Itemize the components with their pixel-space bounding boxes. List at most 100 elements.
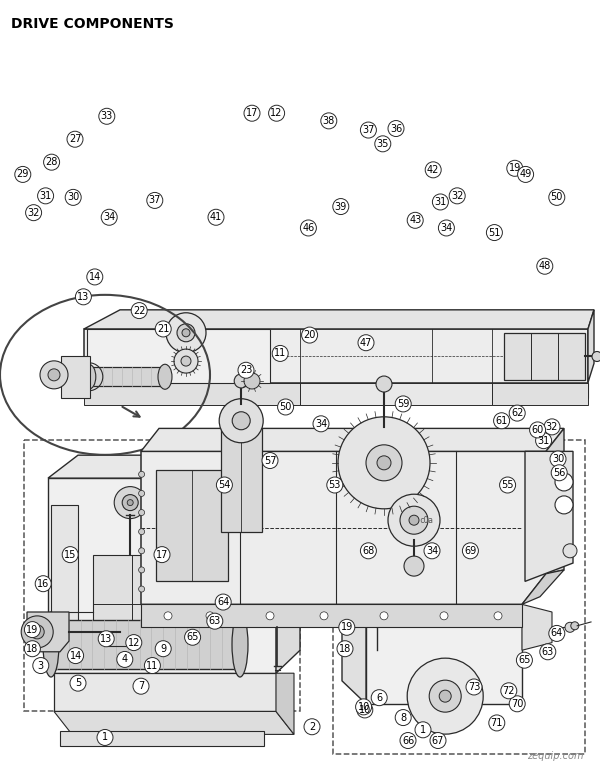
Circle shape [530, 422, 545, 438]
Polygon shape [522, 570, 564, 604]
Circle shape [219, 399, 263, 443]
Circle shape [375, 136, 391, 151]
Polygon shape [300, 382, 492, 405]
Text: 15: 15 [64, 549, 76, 560]
Text: 19: 19 [509, 163, 521, 174]
Text: 66: 66 [402, 735, 414, 746]
Polygon shape [48, 455, 300, 478]
Circle shape [232, 412, 250, 430]
Ellipse shape [232, 612, 248, 677]
Circle shape [377, 456, 391, 470]
Circle shape [181, 356, 191, 366]
Circle shape [139, 529, 145, 535]
Circle shape [262, 453, 278, 468]
Text: 38: 38 [323, 116, 335, 126]
Circle shape [500, 477, 515, 493]
Circle shape [139, 471, 145, 477]
Text: 19: 19 [26, 624, 38, 635]
Text: 63: 63 [209, 616, 221, 627]
Text: 37: 37 [149, 195, 161, 206]
Circle shape [551, 465, 567, 480]
Text: 23: 23 [240, 365, 252, 376]
Circle shape [537, 259, 553, 274]
Polygon shape [51, 505, 78, 658]
Text: 60: 60 [532, 425, 544, 435]
Polygon shape [54, 711, 294, 734]
Text: 8: 8 [400, 712, 406, 723]
Circle shape [25, 622, 40, 637]
Text: cOa: cOa [419, 516, 433, 525]
Text: 5: 5 [75, 678, 81, 688]
Polygon shape [84, 310, 594, 329]
Circle shape [466, 679, 482, 695]
Circle shape [44, 155, 59, 170]
Circle shape [407, 213, 423, 228]
Text: 11: 11 [274, 348, 286, 359]
Text: 1: 1 [102, 732, 108, 743]
Text: 42: 42 [427, 164, 439, 175]
Ellipse shape [43, 612, 59, 677]
Circle shape [301, 220, 316, 236]
Circle shape [339, 620, 355, 635]
Circle shape [127, 500, 133, 506]
Circle shape [449, 188, 465, 203]
Text: 6: 6 [376, 692, 382, 703]
Circle shape [550, 451, 566, 467]
Text: 13: 13 [77, 291, 89, 302]
Text: 21: 21 [157, 324, 169, 334]
Text: 3: 3 [38, 660, 44, 671]
Polygon shape [141, 604, 522, 627]
Circle shape [217, 477, 232, 493]
Polygon shape [276, 673, 294, 734]
Circle shape [395, 396, 411, 412]
Circle shape [147, 193, 163, 208]
Text: 50: 50 [551, 192, 563, 203]
Text: 14: 14 [89, 272, 101, 282]
Text: 62: 62 [511, 408, 523, 418]
Circle shape [357, 702, 373, 718]
Text: 30: 30 [67, 192, 79, 203]
Circle shape [358, 335, 374, 350]
Text: 22: 22 [133, 305, 145, 316]
Polygon shape [588, 310, 594, 382]
Circle shape [489, 715, 505, 731]
Polygon shape [522, 604, 552, 650]
Circle shape [463, 543, 478, 558]
Circle shape [139, 567, 145, 573]
Circle shape [99, 109, 115, 124]
Circle shape [166, 313, 206, 353]
Circle shape [304, 719, 320, 734]
Circle shape [155, 641, 171, 656]
Text: 67: 67 [432, 735, 444, 746]
Circle shape [48, 369, 60, 381]
Text: 34: 34 [315, 418, 327, 429]
Circle shape [395, 710, 411, 725]
Circle shape [227, 612, 237, 623]
Circle shape [87, 269, 103, 285]
Text: 63: 63 [542, 646, 554, 657]
Text: 50: 50 [280, 402, 292, 412]
Circle shape [509, 405, 525, 421]
Text: 51: 51 [488, 227, 500, 238]
Text: 32: 32 [451, 190, 463, 201]
Circle shape [122, 495, 138, 510]
Polygon shape [525, 451, 573, 581]
Circle shape [549, 626, 565, 641]
Polygon shape [372, 474, 522, 485]
Circle shape [509, 696, 525, 711]
Circle shape [133, 679, 149, 694]
Circle shape [424, 543, 440, 558]
Circle shape [70, 675, 86, 691]
Circle shape [266, 612, 274, 620]
Circle shape [565, 622, 575, 633]
Text: 56: 56 [553, 467, 565, 478]
Circle shape [206, 612, 214, 620]
Text: 48: 48 [539, 261, 551, 272]
Text: 20: 20 [304, 330, 316, 340]
Text: 12: 12 [128, 637, 140, 648]
Text: 18: 18 [339, 643, 351, 654]
Text: 16: 16 [37, 578, 49, 589]
Circle shape [405, 439, 441, 476]
Text: 57: 57 [264, 455, 276, 466]
Circle shape [126, 635, 142, 650]
